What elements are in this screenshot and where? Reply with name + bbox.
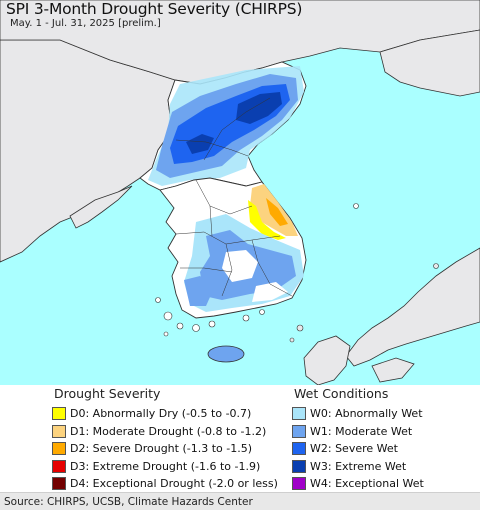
legend-swatch-d2: [52, 442, 66, 456]
legend-item-d4: D4: Exceptional Drought (-2.0 or less): [52, 475, 292, 493]
map-title: SPI 3-Month Drought Severity (CHIRPS): [6, 0, 303, 18]
source-credit: Source: CHIRPS, UCSB, Climate Hazards Ce…: [4, 496, 253, 508]
legend-item-w4: W4: Exceptional Wet: [292, 475, 477, 493]
legend-label-d4: D4: Exceptional Drought (-2.0 or less): [70, 477, 278, 491]
legend-label-d2: D2: Severe Drought (-1.3 to -1.5): [70, 442, 253, 456]
japan-honshu: [345, 247, 480, 367]
legend-label-d0: D0: Abnormally Dry (-0.5 to -0.7): [70, 407, 252, 421]
legend-item-d1: D1: Moderate Drought (-0.8 to -1.2): [52, 423, 292, 441]
footer-bar: Source: CHIRPS, UCSB, Climate Hazards Ce…: [0, 492, 480, 510]
sk-wet-w1b: [184, 276, 214, 306]
legend-label-d1: D1: Moderate Drought (-0.8 to -1.2): [70, 424, 267, 438]
legend-swatch-w1: [292, 424, 306, 438]
legend-swatch-d4: [52, 477, 66, 491]
legend-swatch-w0: [292, 407, 306, 421]
legend-swatch-w2: [292, 442, 306, 456]
japan-shikoku: [371, 357, 415, 383]
legend-swatch-d0: [52, 407, 66, 421]
legend-item-d0: D0: Abnormally Dry (-0.5 to -0.7): [52, 405, 292, 423]
nk-wet-w3b: [186, 134, 214, 154]
japan-kyushu: [303, 335, 351, 385]
sk-normal-patch: [222, 250, 258, 282]
wet-legend-heading: Wet Conditions: [294, 386, 389, 401]
legend-label-w0: W0: Abnormally Wet: [310, 407, 423, 421]
legend-item-w3: W3: Extreme Wet: [292, 458, 477, 476]
legend-label-d3: D3: Extreme Drought (-1.6 to -1.9): [70, 459, 261, 473]
sk-normal-patch2: [252, 282, 288, 302]
legend-label-w1: W1: Moderate Wet: [310, 424, 413, 438]
sk-drought-d0: [248, 200, 286, 240]
legend-swatch-d1: [52, 424, 66, 438]
legend-swatch-d3: [52, 459, 66, 473]
sk-drought-d2: [266, 198, 288, 226]
liaodong-peninsula: [69, 185, 133, 229]
legend-label-w3: W3: Extreme Wet: [310, 459, 407, 473]
legend-swatch-w4: [292, 477, 306, 491]
jeju-island: [207, 345, 245, 363]
legend-swatch-w3: [292, 459, 306, 473]
legend-item-w1: W1: Moderate Wet: [292, 423, 477, 441]
map-subtitle: May. 1 - Jul. 31, 2025 [prelim.]: [10, 18, 161, 29]
legend-item-d3: D3: Extreme Drought (-1.6 to -1.9): [52, 458, 292, 476]
drought-map: [0, 0, 480, 385]
japan-islands: [289, 263, 439, 343]
province-boundaries: [175, 97, 293, 297]
legend-label-w2: W2: Severe Wet: [310, 442, 398, 456]
wet-legend: Wet Conditions W0: Abnormally Wet W1: Mo…: [292, 386, 477, 493]
ulleung-island: [353, 203, 359, 209]
russia-coast: [379, 29, 480, 97]
legend-item-w0: W0: Abnormally Wet: [292, 405, 477, 423]
nk-wet-w3: [236, 92, 282, 124]
legend-item-w2: W2: Severe Wet: [292, 440, 477, 458]
drought-legend: Drought Severity D0: Abnormally Dry (-0.…: [52, 386, 292, 493]
drought-legend-heading: Drought Severity: [54, 386, 161, 401]
legend-label-w4: W4: Exceptional Wet: [310, 477, 424, 491]
legend-item-d2: D2: Severe Drought (-1.3 to -1.5): [52, 440, 292, 458]
southwest-islands: [155, 297, 265, 337]
